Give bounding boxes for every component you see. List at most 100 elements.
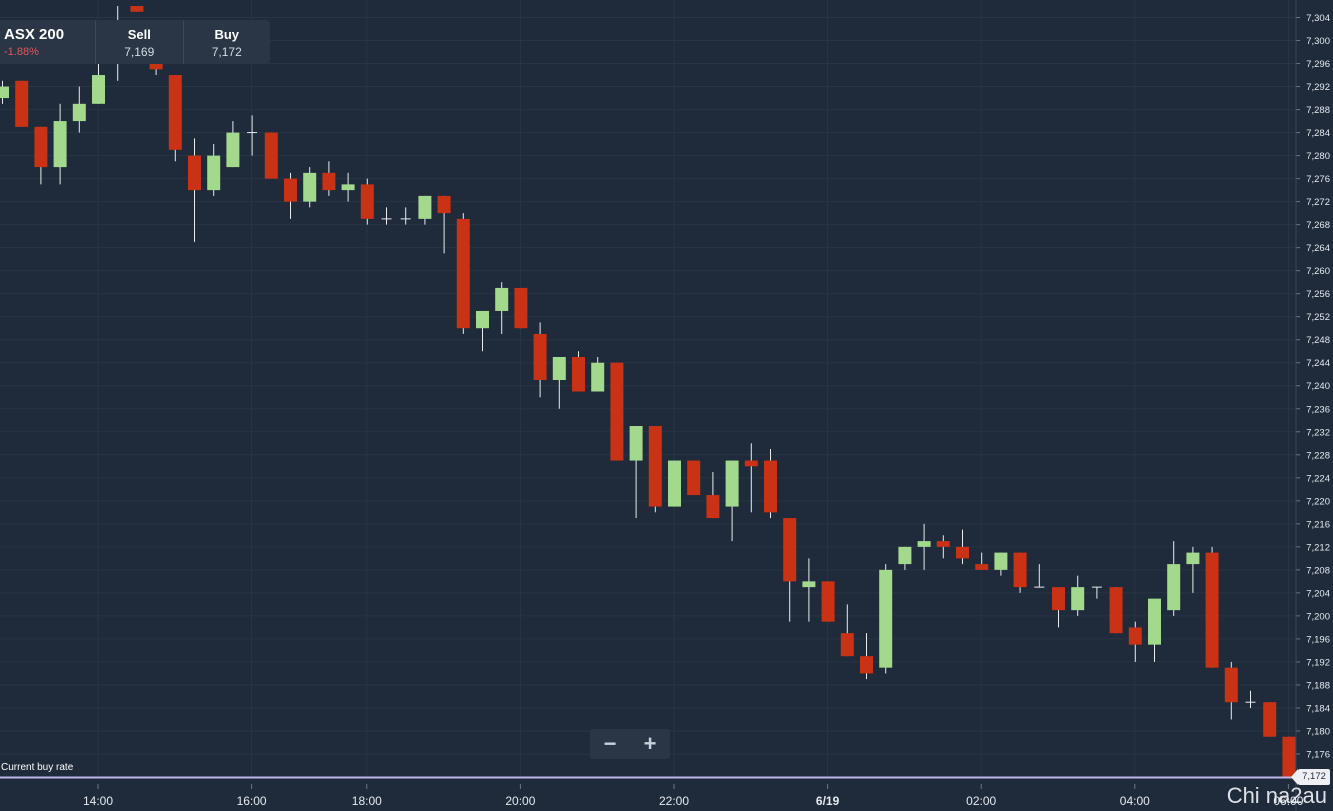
candle-body-up (879, 569, 893, 668)
candle (495, 282, 509, 334)
candle (1148, 598, 1161, 662)
candle-body-up (591, 362, 605, 392)
candle-body-down (1282, 736, 1296, 777)
candle (1052, 587, 1065, 628)
instrument-change: -1.88% (4, 46, 39, 58)
candle (994, 552, 1008, 576)
y-tick-label: 7,248 (1306, 335, 1330, 346)
candle (975, 552, 989, 570)
y-tick-label: 7,228 (1306, 450, 1330, 461)
candle-body-up (898, 546, 912, 565)
candle-body-down (34, 126, 48, 168)
candle (917, 523, 931, 570)
candle-body-up (226, 132, 240, 168)
candle-body-down (783, 518, 797, 582)
candle (552, 356, 566, 409)
candle (92, 63, 105, 104)
candle (456, 213, 470, 334)
candle-body-up (1071, 587, 1085, 611)
candle-body-up (1167, 564, 1181, 611)
candle (1205, 546, 1219, 668)
candle (764, 449, 777, 519)
candle-body-down (437, 195, 451, 214)
candle (1034, 564, 1045, 588)
candle-body-down (264, 132, 278, 179)
candle (1109, 587, 1123, 634)
candle (0, 80, 9, 104)
candle (572, 351, 585, 392)
x-tick-label: 20:00 (505, 794, 535, 808)
candle (188, 138, 201, 242)
y-tick-label: 7,204 (1306, 588, 1330, 599)
candle-body-down (130, 6, 144, 12)
candle-body-up (92, 75, 105, 104)
instrument-info: ASX 200 -1.88% (0, 20, 96, 64)
candle (956, 529, 969, 565)
candle (247, 115, 258, 156)
candle (168, 75, 182, 162)
buy-button[interactable]: Buy 7,172 (182, 20, 271, 64)
candle-body-down (1263, 702, 1277, 737)
candle-body-up (53, 121, 67, 168)
candle (34, 126, 48, 185)
candle (687, 460, 701, 496)
current-buy-rate-badge: 7,172 (1291, 769, 1330, 785)
candle (1224, 661, 1238, 720)
price-axis: 7,304 7,300 7,296 7,292 7,288 7,284 7,280 7,276… (1295, 0, 1330, 811)
candle-body-up (0, 86, 9, 99)
candle-body-down (533, 333, 547, 380)
candle-body-down (610, 362, 624, 461)
candle (783, 518, 797, 622)
y-tick-label: 7,256 (1306, 289, 1330, 300)
x-tick-label: 06:00 (1273, 794, 1303, 808)
zoom-in-button[interactable]: + (643, 731, 657, 756)
candle-body-down (1052, 587, 1065, 611)
candle (341, 172, 355, 202)
candle (207, 144, 221, 196)
candle-body-down (956, 546, 969, 559)
candle (744, 443, 758, 513)
sell-button[interactable]: Sell 7,169 (96, 20, 183, 64)
x-tick-label: 04:00 (1120, 794, 1150, 808)
zoom-out-button[interactable]: − (603, 731, 617, 756)
candle (879, 564, 893, 674)
zoom-controls: − + (590, 729, 670, 759)
y-tick-label: 7,216 (1306, 519, 1330, 530)
candle-body-up (725, 460, 739, 507)
candle-body-up (917, 541, 931, 547)
chart-grid (0, 0, 1296, 778)
candle-body-down (15, 80, 29, 127)
candle (1013, 552, 1027, 593)
candle-body-down (1224, 667, 1238, 703)
x-tick-label: 22:00 (659, 794, 689, 808)
candle (381, 207, 392, 225)
y-tick-label: 7,240 (1306, 381, 1330, 392)
candle (437, 195, 451, 254)
y-tick-label: 7,252 (1306, 312, 1330, 323)
y-tick-label: 7,300 (1306, 36, 1330, 47)
candle-body-up (495, 287, 509, 311)
candle (1167, 541, 1181, 616)
candle (1186, 546, 1200, 593)
candle-body-down (284, 178, 297, 202)
y-tick-label: 7,184 (1306, 703, 1330, 714)
instrument-panel: ASX 200 -1.88% Sell 7,169 Buy 7,172 (0, 20, 270, 64)
candle (1282, 736, 1296, 777)
time-axis: 14:00 16:00 18:00 20:00 22:00 6/19 02:00 04:00 0… (83, 784, 1304, 808)
candle-body-down (1109, 587, 1123, 634)
candle-body-up (418, 195, 432, 219)
y-tick-label: 7,284 (1306, 128, 1330, 139)
y-tick-label: 7,180 (1306, 726, 1330, 737)
candle (130, 6, 144, 12)
y-tick-label: 7,236 (1306, 404, 1330, 415)
candle (840, 604, 854, 657)
y-tick-label: 7,292 (1306, 82, 1330, 93)
candle (610, 362, 624, 461)
candle-body-down (322, 172, 336, 191)
candle (322, 161, 336, 196)
y-tick-label: 7,220 (1306, 496, 1330, 507)
candle (821, 581, 835, 622)
candle-body-up (668, 460, 681, 507)
y-tick-label: 7,264 (1306, 243, 1330, 254)
